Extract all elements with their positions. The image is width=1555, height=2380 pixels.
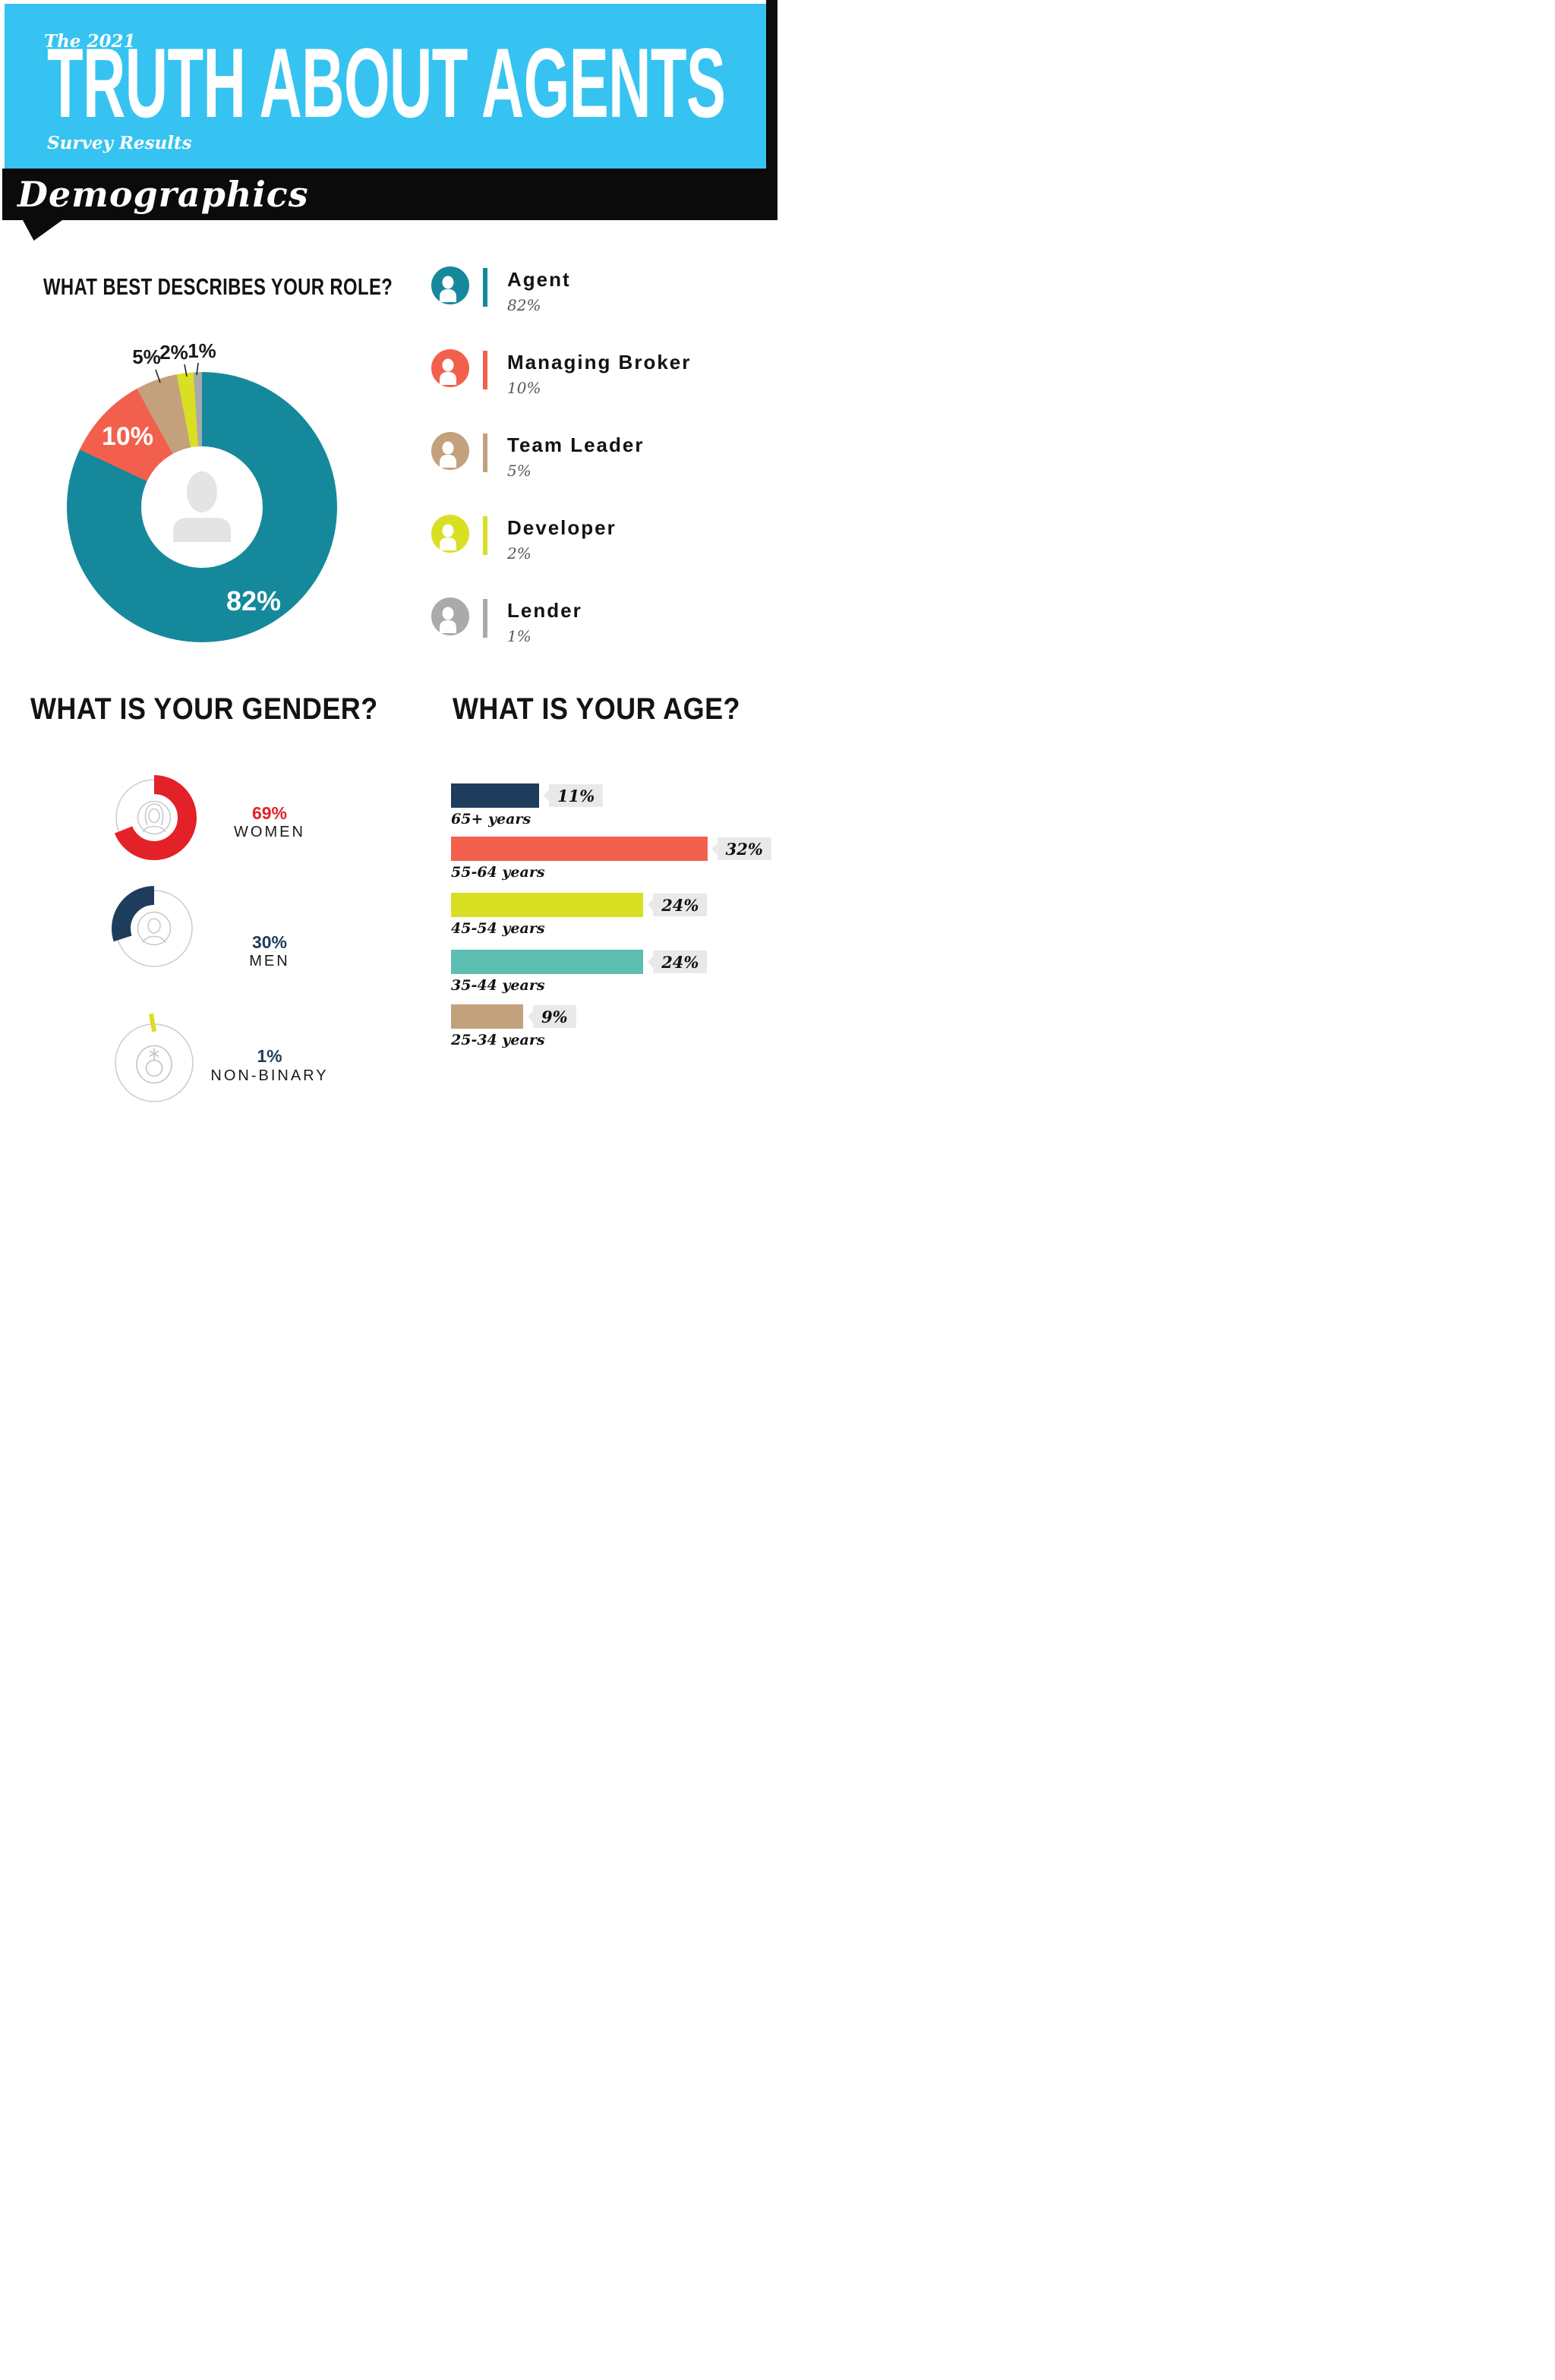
legend-tick-bar (483, 599, 487, 638)
women-percent: 69% (251, 803, 288, 823)
gender-question-heading: WHAT IS YOUR GENDER? (30, 692, 378, 726)
age-value: 32% (725, 839, 763, 859)
age-value-tag: 9% (527, 1005, 576, 1028)
age-bar (451, 950, 644, 974)
non-binary-progress-ring (115, 1013, 194, 1102)
age-bar (451, 783, 540, 808)
legend-item-agent: Agent 82% (431, 266, 735, 335)
legend-tick-bar (483, 516, 487, 555)
donut-value-managing-broker: 10% (101, 422, 154, 451)
age-row-35-44: 24% 35-44 years (451, 950, 778, 995)
tag-notch-icon (527, 1010, 533, 1023)
legend-item-managing-broker: Managing Broker 10% (431, 349, 735, 418)
role-question-heading: WHAT BEST DESCRIBES YOUR ROLE? (43, 273, 393, 300)
age-value: 9% (541, 1007, 568, 1026)
legend-value: 82% (507, 296, 541, 314)
age-value-tag: 11% (544, 784, 604, 807)
man-icon (141, 918, 167, 943)
age-bar (451, 893, 644, 917)
age-value-tag: 24% (648, 950, 708, 973)
woman-icon (142, 803, 166, 833)
person-silhouette-icon (173, 471, 231, 542)
agent-person-icon (431, 266, 469, 304)
header-banner: The 2021 TRUTH ABOUT AGENTS Survey Resul… (5, 4, 766, 169)
age-value: 11% (557, 786, 595, 805)
age-row-65-plus: 11% 65+ years (451, 783, 778, 829)
non-binary-tick (149, 1013, 156, 1032)
women-progress-ring (112, 775, 197, 860)
role-donut-chart (67, 372, 337, 642)
donut-callout-developer: 2% (159, 341, 188, 364)
women-label: WOMEN (234, 824, 305, 840)
legend-label: Agent (507, 268, 571, 291)
header-right-edge (766, 0, 778, 220)
legend-label: Lender (507, 599, 582, 622)
tag-notch-icon (648, 899, 654, 911)
men-percent: 30% (251, 932, 288, 952)
header-eyebrow: The 2021 (44, 31, 136, 52)
header-subtitle: Survey Results (47, 133, 192, 153)
section-banner: Demographics (2, 169, 778, 220)
role-donut-hole (141, 446, 263, 568)
age-question-heading: WHAT IS YOUR AGE? (453, 692, 740, 726)
age-value-tag: 32% (711, 837, 771, 860)
section-banner-tail (23, 220, 62, 241)
donut-callout-lender: 1% (188, 339, 216, 362)
donut-value-agent: 82% (226, 585, 282, 616)
legend-item-developer: Developer 2% (431, 515, 735, 583)
team-leader-person-icon (431, 432, 469, 470)
legend-item-lender: Lender 1% (431, 597, 735, 666)
managing-broker-person-icon (431, 349, 469, 387)
donut-callout-lines (155, 362, 199, 383)
tag-notch-icon (544, 790, 550, 802)
legend-value: 2% (507, 544, 531, 563)
legend-item-team-leader: Team Leader 5% (431, 432, 735, 500)
age-value: 24% (661, 952, 699, 972)
age-value-tag: 24% (648, 894, 708, 916)
legend-label: Managing Broker (507, 351, 692, 374)
age-category-label: 35-44 years (451, 977, 545, 994)
legend-value: 5% (507, 462, 531, 480)
age-bar (451, 837, 708, 861)
age-category-label: 55-64 years (451, 864, 545, 881)
legend-value: 10% (507, 379, 541, 397)
age-category-label: 65+ years (451, 811, 531, 827)
age-category-label: 25-34 years (451, 1032, 545, 1048)
non-binary-icon (136, 1045, 172, 1084)
legend-value: 1% (507, 627, 531, 645)
age-row-45-54: 24% 45-54 years (451, 893, 778, 938)
legend-tick-bar (483, 351, 487, 389)
section-banner-label: Demographics (17, 174, 309, 215)
age-bar (451, 1004, 523, 1029)
donut-callout-team-leader: 5% (132, 345, 161, 368)
men-label: MEN (249, 953, 290, 969)
legend-tick-bar (483, 433, 487, 472)
lender-person-icon (431, 597, 469, 635)
tag-notch-icon (711, 843, 718, 855)
age-value: 24% (661, 895, 699, 915)
developer-person-icon (431, 515, 469, 553)
non-binary-label: NON-BINARY (210, 1067, 329, 1084)
age-category-label: 45-54 years (451, 920, 545, 937)
age-row-25-34: 9% 25-34 years (451, 1004, 778, 1050)
legend-label: Team Leader (507, 433, 645, 456)
infographic-page: The 2021 TRUTH ABOUT AGENTS Survey Resul… (0, 0, 778, 1190)
non-binary-percent: 1% (257, 1046, 282, 1066)
tag-notch-icon (648, 956, 654, 968)
page-title: TRUTH ABOUT AGENTS (47, 27, 726, 138)
age-row-55-64: 32% 55-64 years (451, 837, 778, 882)
legend-tick-bar (483, 268, 487, 307)
men-progress-ring (112, 886, 197, 971)
legend-label: Developer (507, 516, 617, 539)
